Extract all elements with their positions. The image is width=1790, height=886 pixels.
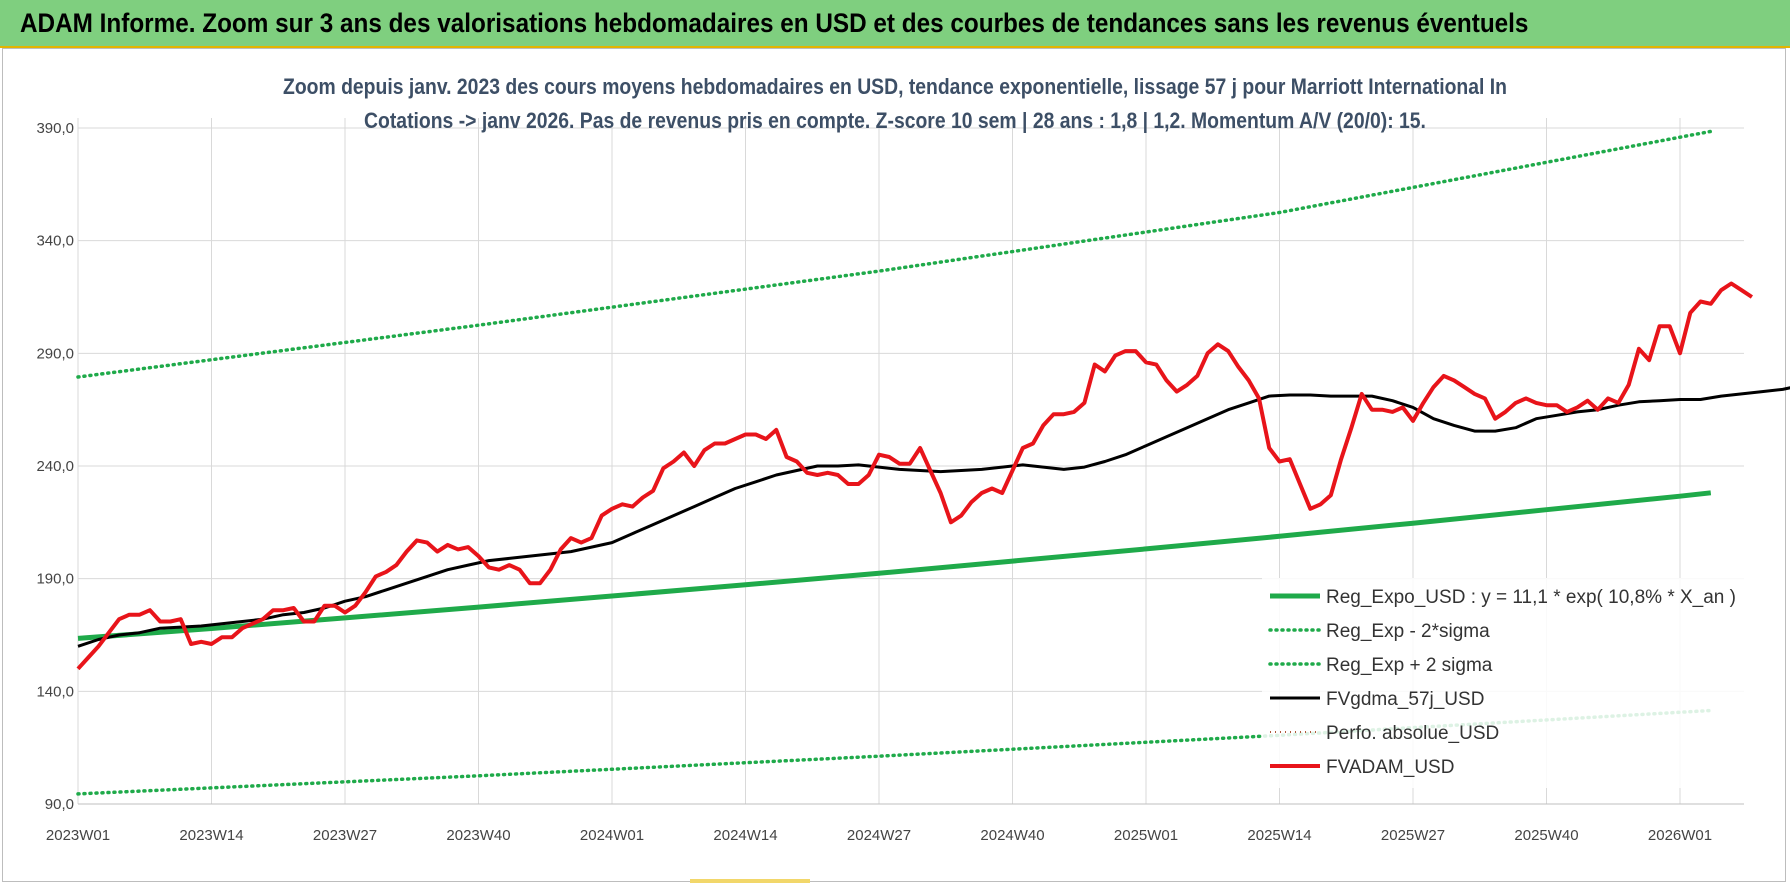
legend-label-0: Reg_Expo_USD : y = 11,1 * exp( 10,8% * X… — [1326, 587, 1736, 608]
y-tick-label: 140,0 — [36, 683, 74, 700]
x-tick-label: 2023W14 — [179, 827, 243, 844]
y-tick-label: 240,0 — [36, 458, 74, 475]
legend-label-5: FVADAM_USD — [1326, 757, 1454, 778]
x-tick-label: 2023W01 — [46, 827, 110, 844]
y-tick-label: 390,0 — [36, 120, 74, 137]
series-line-2 — [76, 129, 1713, 379]
y-tick-label: 340,0 — [36, 233, 74, 250]
x-tick-label: 2024W14 — [713, 827, 777, 844]
chart-frame — [2, 48, 1786, 882]
series-line-5 — [76, 281, 1754, 671]
y-tick-label: 190,0 — [36, 571, 74, 588]
chart-legend: Reg_Expo_USD : y = 11,1 * exp( 10,8% * X… — [1262, 578, 1744, 788]
y-axis-ticks: 90,0 140,0 190,0 240,0 290,0 340,0 390,0 — [36, 120, 74, 813]
x-tick-label: 2024W27 — [847, 827, 911, 844]
x-tick-label: 2025W01 — [1114, 827, 1178, 844]
chart-title-line-1: Zoom depuis janv. 2023 des cours moyens … — [283, 74, 1507, 99]
legend-label-4: Perfo. absolue_USD — [1326, 723, 1499, 744]
y-tick-label: 90,0 — [45, 796, 74, 813]
x-tick-label: 2026W01 — [1648, 827, 1712, 844]
series-line-3 — [77, 386, 1790, 648]
x-tick-label: 2023W27 — [313, 827, 377, 844]
x-tick-label: 2024W40 — [980, 827, 1044, 844]
x-tick-label: 2024W01 — [580, 827, 644, 844]
x-axis-ticks: 2023W01 2023W14 2023W27 2023W40 2024W01 2024W… — [46, 827, 1712, 844]
legend-label-3: FVgdma_57j_USD — [1326, 689, 1484, 710]
y-tick-label: 290,0 — [36, 345, 74, 362]
chart-title-line-2: Cotations -> janv 2026. Pas de revenus p… — [364, 108, 1426, 133]
legend-label-2: Reg_Exp + 2 sigma — [1326, 655, 1493, 676]
bottom-marker — [690, 879, 810, 883]
x-tick-label: 2023W40 — [446, 827, 510, 844]
banner-title: ADAM Informe. Zoom sur 3 ans des valoris… — [20, 8, 1529, 38]
x-tick-label: 2025W14 — [1247, 827, 1311, 844]
x-tick-label: 2025W40 — [1514, 827, 1578, 844]
legend-background — [1262, 578, 1744, 788]
x-tick-label: 2025W27 — [1381, 827, 1445, 844]
legend-label-1: Reg_Exp - 2*sigma — [1326, 621, 1490, 642]
series-line-0 — [77, 490, 1712, 641]
title-banner: ADAM Informe. Zoom sur 3 ans des valoris… — [0, 0, 1790, 48]
chart-lines — [76, 129, 1790, 796]
